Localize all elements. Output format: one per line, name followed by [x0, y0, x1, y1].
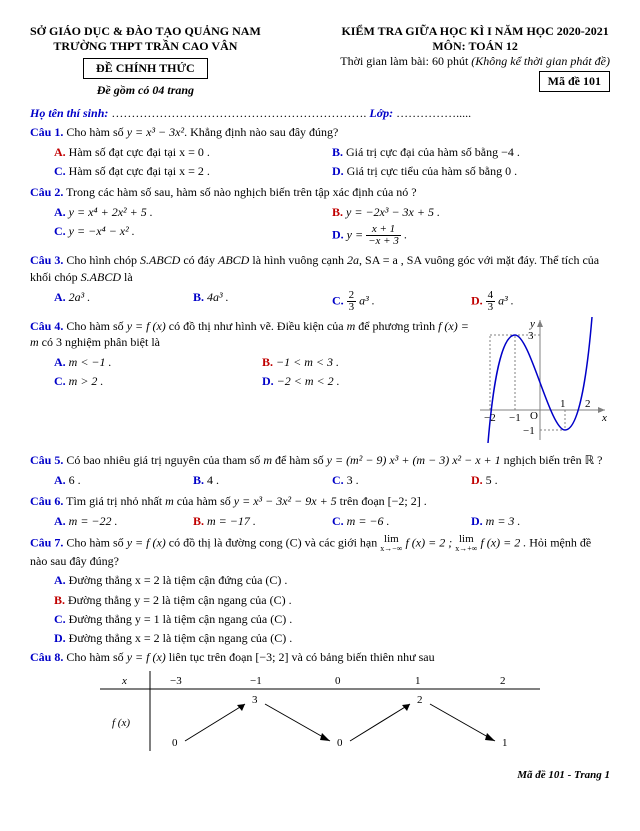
- svg-text:x: x: [601, 412, 607, 424]
- de-chinh-thuc-box: ĐỀ CHÍNH THỨC: [83, 58, 208, 79]
- ho-ten-label: Họ tên thí sinh:: [30, 106, 108, 120]
- q8-label: Câu 8.: [30, 650, 63, 664]
- svg-text:−1: −1: [523, 425, 535, 437]
- q6-D: D. m = 3 .: [471, 512, 610, 531]
- q5-D: D. 5 .: [471, 471, 610, 490]
- svg-text:f (x): f (x): [112, 717, 130, 729]
- de-gom: Đề gồm có 04 trang: [30, 83, 261, 98]
- thoi-gian: Thời gian làm bài: 60 phút (Không kể thờ…: [340, 54, 610, 69]
- q5-label: Câu 5.: [30, 453, 63, 467]
- ho-ten-dots: ……………………………………………………….: [111, 106, 366, 120]
- svg-text:−2: −2: [484, 412, 496, 424]
- q3-C: C. 23 a³ .: [332, 288, 471, 315]
- kiem-tra: KIỂM TRA GIỮA HỌC KÌ I NĂM HỌC 2020-2021: [340, 24, 610, 39]
- q3-D: D. 43 a³ .: [471, 288, 610, 315]
- svg-text:3: 3: [252, 694, 258, 706]
- q8-variation-table: x f (x) −3 −1 0 1 2 0 3 0 2 1: [100, 671, 540, 751]
- q1-stem: Câu 1. Cho hàm số y = x³ − 3x². Khẳng đị…: [30, 124, 610, 140]
- svg-text:1: 1: [415, 675, 421, 687]
- q1-B: B. Giá trị cực đại của hàm số bằng −4 .: [332, 143, 610, 162]
- svg-text:−3: −3: [170, 675, 182, 687]
- q4-B: B. −1 < m < 3 .: [262, 353, 470, 372]
- page-footer: Mã đề 101 - Trang 1: [30, 769, 610, 781]
- lop-dots: …………….....: [396, 106, 471, 120]
- q3-label: Câu 3.: [30, 253, 63, 267]
- q1-D: D. Giá trị cực tiểu của hàm số bằng 0 .: [332, 162, 610, 181]
- q7-A: A. Đường thẳng x = 2 là tiệm cận đứng củ…: [54, 572, 610, 588]
- q1-options: A. Hàm số đạt cực đại tại x = 0 . B. Giá…: [54, 143, 610, 181]
- q3-stem: Câu 3. Cho hình chóp S.ABCD có đáy ABCD …: [30, 252, 610, 284]
- header-left: SỞ GIÁO DỤC & ĐÀO TẠO QUẢNG NAM TRƯỜNG T…: [30, 24, 261, 98]
- q6-A: A. m = −22 .: [54, 512, 193, 531]
- ho-ten-row: Họ tên thí sinh: ………………………………………………………. …: [30, 106, 610, 121]
- q3-B: B. 4a³ .: [193, 288, 332, 315]
- q3-options: A. 2a³ . B. 4a³ . C. 23 a³ . D. 43 a³ .: [54, 288, 610, 315]
- q2-label: Câu 2.: [30, 185, 63, 199]
- svg-text:1: 1: [502, 737, 508, 749]
- svg-text:−1: −1: [250, 675, 262, 687]
- q7-stem: Câu 7. Cho hàm số y = f (x) có đồ thị là…: [30, 534, 610, 569]
- so-gd: SỞ GIÁO DỤC & ĐÀO TẠO QUẢNG NAM: [30, 24, 261, 39]
- q5-B: B. 4 .: [193, 471, 332, 490]
- q5-A: A. 6 .: [54, 471, 193, 490]
- q6-stem: Câu 6. Tìm giá trị nhỏ nhất m của hàm số…: [30, 493, 610, 509]
- q4-stem: Câu 4. Cho hàm số y = f (x) có đồ thị nh…: [30, 318, 470, 350]
- q1-A: A. Hàm số đạt cực đại tại x = 0 .: [54, 143, 332, 162]
- q2-B: B. y = −2x³ − 3x + 5 .: [332, 203, 610, 222]
- svg-text:O: O: [530, 410, 538, 422]
- q6-C: C. m = −6 .: [332, 512, 471, 531]
- lop-label: Lớp:: [369, 106, 393, 120]
- q2-options: A. y = x⁴ + 2x² + 5 . B. y = −2x³ − 3x +…: [54, 203, 610, 249]
- q6-label: Câu 6.: [30, 494, 63, 508]
- svg-text:3: 3: [528, 330, 534, 342]
- q7-options: A. Đường thẳng x = 2 là tiệm cận đứng củ…: [54, 572, 610, 646]
- q8-stem: Câu 8. Cho hàm số y = f (x) liên tục trê…: [30, 649, 610, 665]
- q2-C: C. y = −x⁴ − x² .: [54, 222, 332, 249]
- q5-stem: Câu 5. Có bao nhiêu giá trị nguyên của t…: [30, 452, 610, 468]
- q7-B: B. Đường thẳng y = 2 là tiệm cận ngang c…: [54, 592, 610, 608]
- q1-C: C. Hàm số đạt cực đại tại x = 2 .: [54, 162, 332, 181]
- q2-stem: Câu 2. Trong các hàm số sau, hàm số nào …: [30, 184, 610, 200]
- q2-D: D. y = x + 1−x + 3 .: [332, 222, 610, 249]
- q1-label: Câu 1.: [30, 125, 63, 139]
- q4-C: C. m > 2 .: [54, 372, 262, 391]
- q2-A: A. y = x⁴ + 2x² + 5 .: [54, 203, 332, 222]
- svg-text:−1: −1: [509, 412, 521, 424]
- q7-C: C. Đường thẳng y = 1 là tiệm cận ngang c…: [54, 611, 610, 627]
- svg-text:0: 0: [337, 737, 343, 749]
- q6-B: B. m = −17 .: [193, 512, 332, 531]
- ma-de-box: Mã đề 101: [539, 71, 610, 92]
- truong: TRƯỜNG THPT TRẦN CAO VÂN: [30, 39, 261, 54]
- q4-options: A. m < −1 . B. −1 < m < 3 . C. m > 2 . D…: [54, 353, 470, 391]
- svg-text:2: 2: [585, 398, 591, 410]
- q6-options: A. m = −22 . B. m = −17 . C. m = −6 . D.…: [54, 512, 610, 531]
- q3-A: A. 2a³ .: [54, 288, 193, 315]
- q7-label: Câu 7.: [30, 535, 63, 549]
- q7-D: D. Đường thẳng x = 2 là tiệm cận ngang c…: [54, 630, 610, 646]
- svg-text:2: 2: [500, 675, 506, 687]
- page-header: SỞ GIÁO DỤC & ĐÀO TẠO QUẢNG NAM TRƯỜNG T…: [30, 24, 610, 98]
- q5-C: C. 3 .: [332, 471, 471, 490]
- svg-text:0: 0: [335, 675, 341, 687]
- q4-block: Câu 4. Cho hàm số y = f (x) có đồ thị nh…: [30, 315, 610, 449]
- svg-text:2: 2: [417, 694, 423, 706]
- svg-text:1: 1: [560, 398, 566, 410]
- q4-A: A. m < −1 .: [54, 353, 262, 372]
- q5-options: A. 6 . B. 4 . C. 3 . D. 5 .: [54, 471, 610, 490]
- q4-D: D. −2 < m < 2 .: [262, 372, 470, 391]
- q4-graph: x y O 3 −1 −2 −1 1 2: [470, 315, 610, 449]
- svg-text:y: y: [529, 318, 535, 330]
- svg-text:x: x: [121, 675, 127, 687]
- mon: MÔN: TOÁN 12: [340, 39, 610, 54]
- svg-text:0: 0: [172, 737, 178, 749]
- q4-label: Câu 4.: [30, 319, 63, 333]
- header-right: KIỂM TRA GIỮA HỌC KÌ I NĂM HỌC 2020-2021…: [340, 24, 610, 98]
